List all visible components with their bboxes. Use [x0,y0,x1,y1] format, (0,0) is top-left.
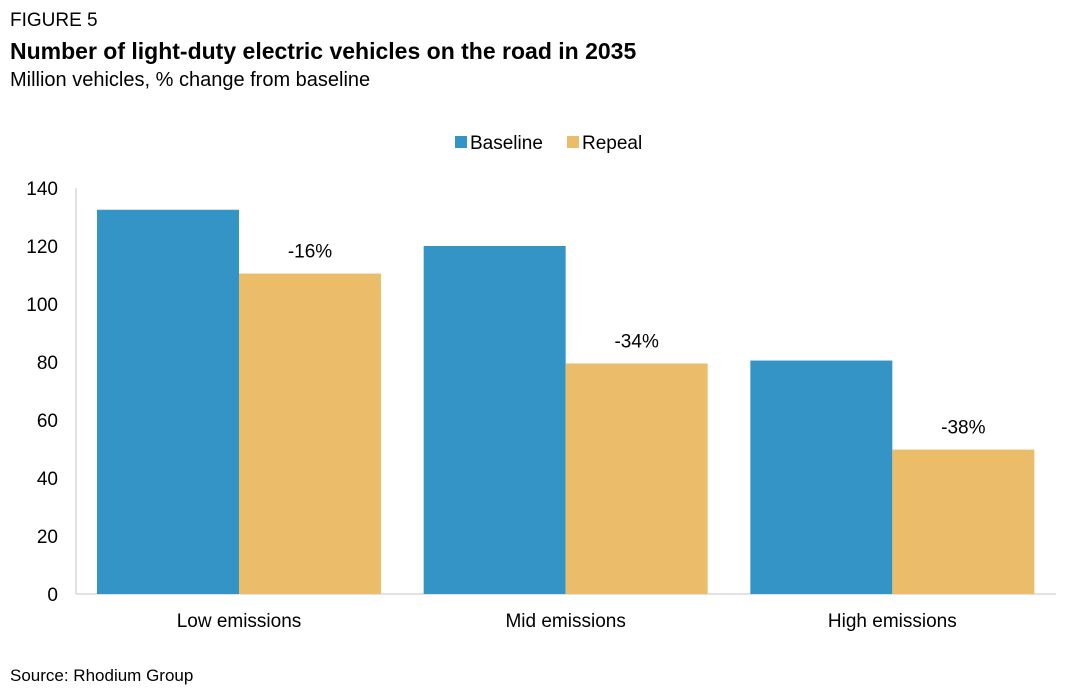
x-tick-label: Mid emissions [505,611,625,632]
y-tick-label: 60 [37,411,58,432]
x-tick-label: Low emissions [177,611,302,632]
figure-label: FIGURE 5 [10,10,98,31]
y-tick-label: 120 [26,237,58,258]
bar-repeal-3 [892,449,1035,594]
data-label: -38% [941,418,985,439]
data-labels: -16% -34% -38% [288,242,986,439]
bar-baseline-2 [423,246,566,594]
legend-label: Repeal [582,133,642,154]
x-axis: Low emissions Mid emissions High emissions [76,593,1056,632]
data-label: -16% [288,242,332,263]
legend-label: Baseline [470,133,543,154]
source-note: Source: Rhodium Group [10,666,194,685]
y-tick-label: 100 [26,295,58,316]
bar-baseline-1 [97,209,239,594]
bar-repeal-2 [565,363,708,594]
legend: Baseline Repeal [455,133,642,154]
y-tick-label: 0 [47,585,58,606]
data-label: -34% [614,331,658,352]
legend-swatch [567,136,579,148]
bar-baseline-3 [750,360,893,594]
y-axis: 0 20 40 60 80 100 120 140 [26,179,77,606]
chart-title: Number of light-duty electric vehicles o… [10,38,637,64]
chart-subtitle: Million vehicles, % change from baseline [10,69,371,91]
legend-swatch [455,136,467,148]
y-tick-label: 140 [26,179,58,200]
y-tick-label: 40 [37,469,58,490]
x-tick-label: High emissions [828,611,957,632]
bars [97,209,1035,594]
y-tick-label: 80 [37,353,58,374]
y-tick-label: 20 [37,527,58,548]
bar-repeal-1 [239,273,381,594]
